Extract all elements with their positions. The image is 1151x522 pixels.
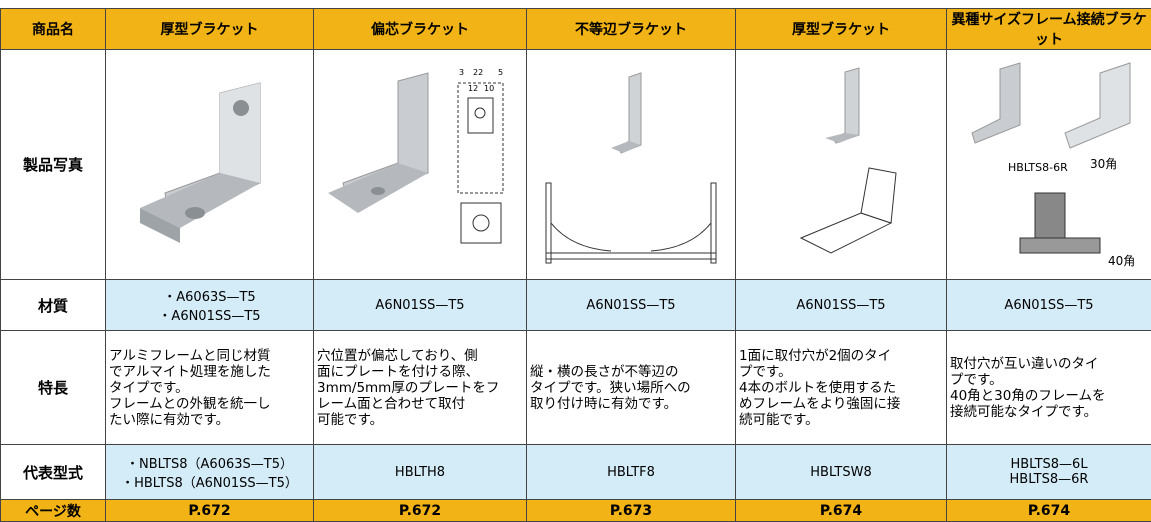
cell: 1面に取付穴が2個のタイプです。4本のボルトを使用するためフレームをより強固に接… [736,331,947,445]
dimension: 10 [484,84,494,93]
cell: 穴位置が偏芯しており、側面にプレートを付ける際、3mm/5mm厚のプレートをフレ… [314,331,527,445]
cell: P.672 [314,500,527,522]
cell-line: タイプです。狭い場所への [530,380,732,396]
cell-line: 穴位置が偏芯しており、側 [317,348,523,364]
table-row: 特長アルミフレームと同じ材質でアルマイト処理を施したタイプです。フレームとの外観… [1,331,1151,445]
header-cell: 不等辺ブラケット [527,9,736,50]
cell: P.673 [527,500,736,522]
dimension: 3 [459,68,464,77]
row-label: 特長 [1,331,106,445]
cell-line: P.672 [317,503,523,519]
row-label: ページ数 [1,500,106,522]
row-label: 代表型式 [1,445,106,500]
cell-line: HBLTS8—6L [950,457,1148,472]
cell-line: P.673 [530,503,732,519]
cell-line: 可能です。 [317,412,523,428]
cell: 取付穴が互い違いのタイプです。40角と30角のフレームを接続可能なタイプです。 [947,331,1151,445]
bracket-image: 3 22 5 12 10 [318,53,523,273]
cell-line: たい際に有効です。 [109,412,310,428]
photo [527,50,736,280]
cell-line: 4本のボルトを使用するた [739,380,943,396]
cell-line: A6N01SS—T5 [739,298,943,313]
cell-line: 1面に取付穴が2個のタイ [739,348,943,364]
dimension: 12 [468,84,478,93]
photo-row: 製品写真 3 22 5 12 [1,50,1151,280]
cell: アルミフレームと同じ材質でアルマイト処理を施したタイプです。フレームとの外観を統… [106,331,314,445]
cell-line: 40角と30角のフレームを [950,388,1148,404]
header-cell: 商品名 [1,9,106,50]
cell-line: ・NBLTS8（A6063S—T5） [109,453,310,472]
cell: HBLTF8 [527,445,736,500]
bracket-image [741,53,941,273]
header-cell: 偏芯ブラケット [314,9,527,50]
spec-table: 商品名厚型ブラケット偏芯ブラケット不等辺ブラケット厚型ブラケット異種サイズフレー… [0,8,1151,522]
cell: A6N01SS—T5 [527,280,736,331]
callout: 30角 [1090,157,1117,171]
photo: HBLTS8-6R 30角 40角 [947,50,1151,280]
cell-line: HBLTH8 [317,465,523,480]
cell: HBLTH8 [314,445,527,500]
header-cell: 異種サイズフレーム接続ブラケット [947,9,1151,50]
cell: 縦・横の長さが不等辺のタイプです。狭い場所への取り付け時に有効です。 [527,331,736,445]
cell-line: HBLTF8 [530,465,732,480]
cell-line: 接続可能なタイプです。 [950,404,1148,420]
dimension: 22 [473,68,483,77]
cell-line: 取付穴が互い違いのタイ [950,356,1148,372]
cell: A6N01SS—T5 [736,280,947,331]
cell-line: プです。 [739,364,943,380]
cell-line: ・A6N01SS—T5 [109,305,310,324]
cell-line: めフレームをより強固に接 [739,396,943,412]
cell-line: プです。 [950,372,1148,388]
cell-line: P.672 [109,503,310,519]
cell: HBLTSW8 [736,445,947,500]
row-label: 材質 [1,280,106,331]
cell: A6N01SS—T5 [314,280,527,331]
cell-line: ・HBLTS8（A6N01SS—T5） [109,472,310,491]
cell-line: A6N01SS—T5 [950,298,1148,313]
cell-line: 縦・横の長さが不等辺の [530,364,732,380]
photo [736,50,947,280]
row-label: 製品写真 [1,50,106,280]
cell-line: フレームとの外観を統一し [109,396,310,412]
callout: 40角 [1108,254,1135,268]
cell-line: A6N01SS—T5 [317,298,523,313]
bracket-image [531,53,731,273]
cell-line: P.674 [950,503,1148,519]
photo: 3 22 5 12 10 [314,50,527,280]
cell: P.674 [947,500,1151,522]
cell-line: A6N01SS—T5 [530,298,732,313]
header-cell: 厚型ブラケット [736,9,947,50]
header-row: 商品名厚型ブラケット偏芯ブラケット不等辺ブラケット厚型ブラケット異種サイズフレー… [1,9,1151,50]
cell-line: 3mm/5mm厚のプレートをフ [317,380,523,396]
bracket-image [110,53,310,273]
cell-line: HBLTS8—6R [950,472,1148,487]
cell-line: HBLTSW8 [739,465,943,480]
cell: ・NBLTS8（A6063S—T5）・HBLTS8（A6N01SS—T5） [106,445,314,500]
cell-line: ・A6063S—T5 [109,286,310,305]
table-row: 代表型式・NBLTS8（A6063S—T5）・HBLTS8（A6N01SS—T5… [1,445,1151,500]
dimension: 5 [498,68,503,77]
cell-line: タイプです。 [109,380,310,396]
cell-line: 取り付け時に有効です。 [530,396,732,412]
cell-line: 続可能です。 [739,412,943,428]
cell-line: アルミフレームと同じ材質 [109,348,310,364]
cell-line: レーム面と合わせて取付 [317,396,523,412]
bracket-image: HBLTS8-6R 30角 40角 [950,53,1150,273]
cell: P.674 [736,500,947,522]
cell-line: P.674 [739,503,943,519]
header-cell: 厚型ブラケット [106,9,314,50]
cell: P.672 [106,500,314,522]
callout: HBLTS8-6R [1008,161,1068,174]
spec-table-wrap: 商品名厚型ブラケット偏芯ブラケット不等辺ブラケット厚型ブラケット異種サイズフレー… [0,8,1151,522]
cell-line: 面にプレートを付ける際、 [317,364,523,380]
page: {"table": { "header": ["商品名", "厚型ブラケット",… [0,0,1151,504]
cell: ・A6063S—T5・A6N01SS—T5 [106,280,314,331]
cell: A6N01SS—T5 [947,280,1151,331]
cell-line: でアルマイト処理を施した [109,364,310,380]
photo [106,50,314,280]
